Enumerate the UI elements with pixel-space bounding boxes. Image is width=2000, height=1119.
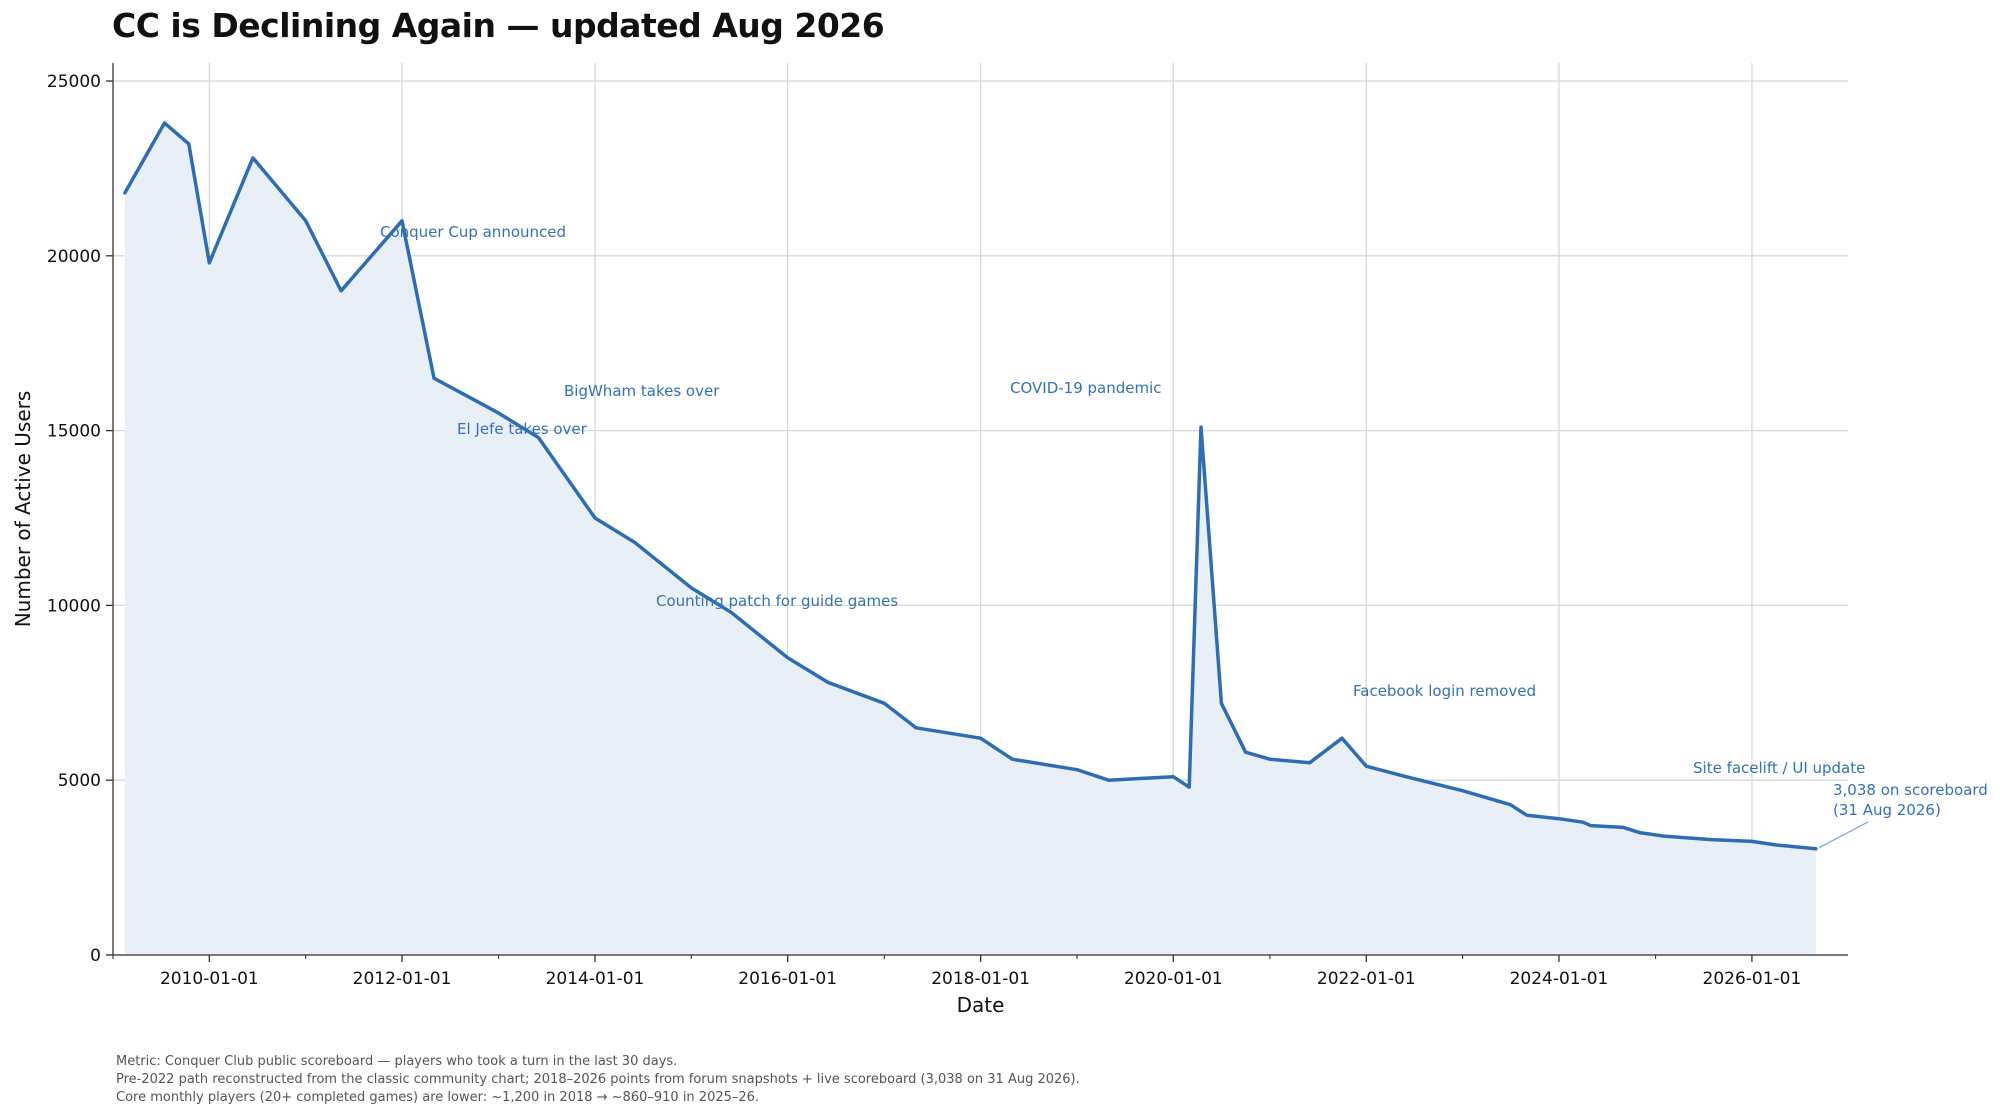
x-tick-label: 2016-01-01 (738, 969, 837, 989)
annotation-el-jefe: El Jefe takes over (457, 420, 588, 438)
x-tick-label: 2020-01-01 (1124, 969, 1223, 989)
footnote-core-players: Core monthly players (20+ completed game… (116, 1090, 760, 1105)
annotation-facebook-login: Facebook login removed (1353, 682, 1536, 700)
x-tick-label: 2010-01-01 (160, 969, 259, 989)
annotation-site-facelift: Site facelift / UI update (1693, 759, 1865, 777)
series-line (123, 121, 1818, 851)
x-axis-label: Date (957, 993, 1005, 1017)
y-tick-label: 0 (90, 946, 101, 966)
annotation-counting-patch: Counting patch for guide games (656, 592, 898, 610)
y-tick-label: 10000 (47, 596, 101, 616)
annotation-last-date: (31 Aug 2026) (1833, 801, 1941, 819)
annotation-conquer-cup: Conquer Cup announced (380, 223, 566, 241)
y-tick-label: 5000 (58, 771, 101, 791)
x-tick-label: 2014-01-01 (546, 969, 645, 989)
footnote-sources: Pre-2022 path reconstructed from the cla… (116, 1072, 1080, 1087)
series-area-fill (124, 123, 1816, 955)
x-tick-label: 2026-01-01 (1703, 969, 1802, 989)
tick-labels: 0 5000 10000 15000 20000 25000 2010-01-01 2012-… (47, 72, 1801, 989)
footnote-metric: Metric: Conquer Club public scoreboard —… (116, 1054, 678, 1069)
annotation-covid: COVID-19 pandemic (1010, 379, 1162, 397)
x-tick-label: 2022-01-01 (1317, 969, 1416, 989)
y-axis-label: Number of Active Users (11, 391, 35, 628)
y-tick-label: 25000 (47, 72, 101, 92)
annotation-last-value: 3,038 on scoreboard (1833, 781, 1988, 799)
chart-title: CC is Declining Again — updated Aug 2026 (112, 6, 885, 45)
annotations: Conquer Cup announced BigWham takes over E… (380, 223, 1988, 849)
y-tick-label: 15000 (47, 422, 101, 442)
annotation-bigwham: BigWham takes over (564, 382, 720, 400)
x-tick-label: 2024-01-01 (1510, 969, 1609, 989)
footnotes: Metric: Conquer Club public scoreboard —… (116, 1053, 1080, 1107)
y-tick-label: 20000 (47, 247, 101, 267)
x-tick-label: 2012-01-01 (353, 969, 452, 989)
x-tick-label: 2018-01-01 (931, 969, 1030, 989)
annotation-leader-line (1818, 821, 1869, 849)
